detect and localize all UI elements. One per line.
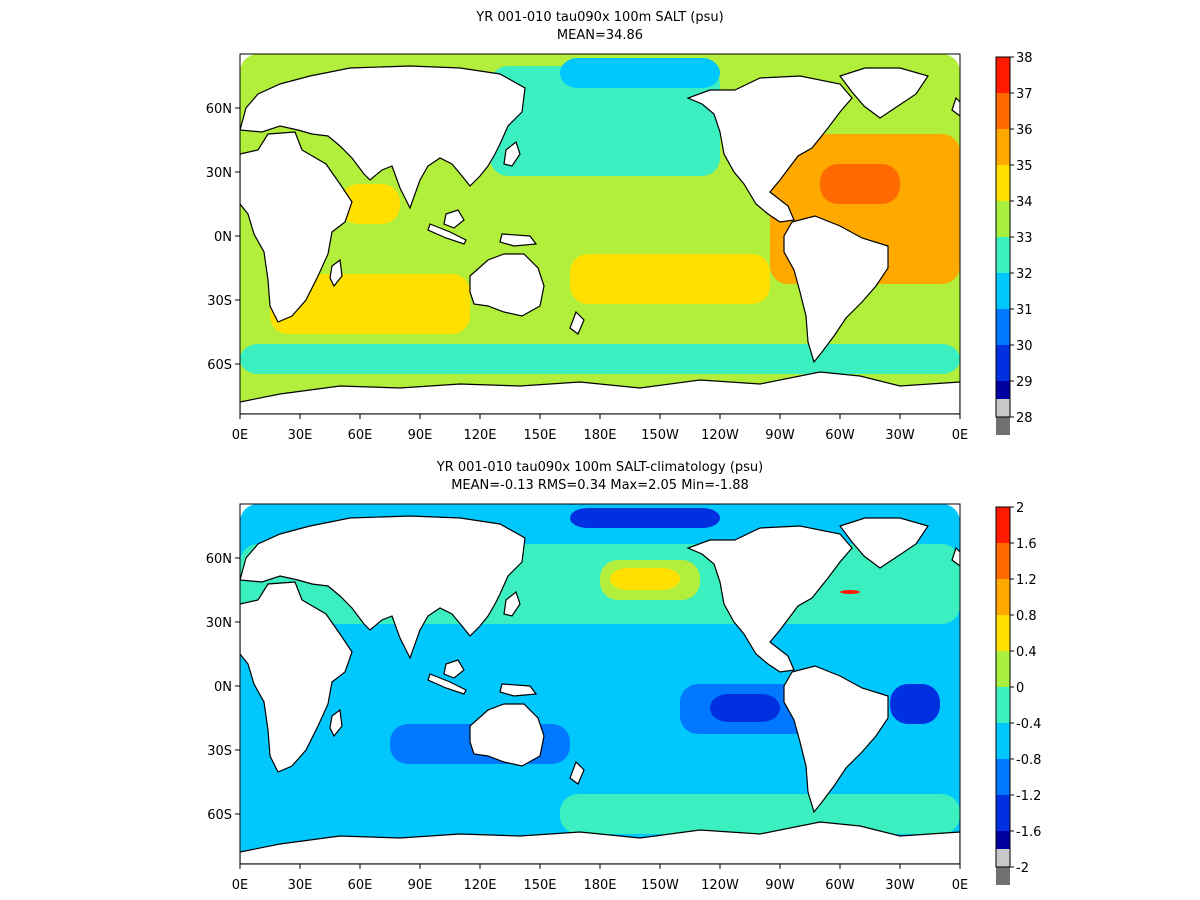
top-salinity-field xyxy=(240,54,960,414)
top-colorbar-label: 28 xyxy=(1016,411,1033,426)
top-y-tick-label: 60S xyxy=(207,358,232,373)
top-x-tick-label: 90W xyxy=(765,428,795,443)
top-colorbar-label: 34 xyxy=(1016,195,1033,210)
top-panel-title: YR 001-010 tau090x 100m SALT (psu) MEAN=… xyxy=(0,9,1200,45)
top-colorbar-label: 31 xyxy=(1016,303,1033,318)
top-y-tick-label: 60N xyxy=(206,102,232,117)
top-colorbar-label: 33 xyxy=(1016,231,1033,246)
bottom-colorbar-swatch xyxy=(996,615,1010,651)
top-colorbar-label: 37 xyxy=(1016,87,1033,102)
bottom-colorbar-label: -2 xyxy=(1016,861,1029,876)
bottom-x-tick-label: 0E xyxy=(232,878,249,893)
top-x-tick-label: 120W xyxy=(701,428,739,443)
bottom-x-tick-label: 60E xyxy=(348,878,373,893)
top-colorbar-label: 32 xyxy=(1016,267,1033,282)
top-colorbar: 38 37 36 35 34 33 32 31 30 29 28 xyxy=(995,51,1033,435)
bottom-colorbar-swatch xyxy=(996,759,1010,795)
bottom-y-tick-label: 30N xyxy=(206,616,232,631)
top-y-tick-label: 30S xyxy=(207,294,232,309)
bottom-x-tick-label: 90W xyxy=(765,878,795,893)
top-colorbar-swatch xyxy=(996,417,1010,435)
top-title-text: YR 001-010 tau090x 100m SALT (psu) xyxy=(476,10,724,25)
bottom-colorbar-label: 0.4 xyxy=(1016,645,1037,660)
bottom-colorbar-swatch xyxy=(996,543,1010,579)
bottom-x-tick-label: 90E xyxy=(408,878,433,893)
bottom-colorbar-swatch xyxy=(996,795,1010,831)
top-stats-text: MEAN=34.86 xyxy=(556,28,644,43)
top-y-tick-label: 30N xyxy=(206,166,232,181)
top-colorbar-swatch xyxy=(996,399,1010,417)
top-colorbar-label: 29 xyxy=(1016,375,1033,390)
bottom-x-tick-label: 150W xyxy=(641,878,679,893)
top-x-tick-label: 30E xyxy=(288,428,313,443)
top-x-tick-label: 150W xyxy=(641,428,679,443)
top-x-tick-label: 0E xyxy=(952,428,969,443)
top-x-tick-label: 60E xyxy=(348,428,373,443)
top-colorbar-swatch xyxy=(996,57,1010,93)
bottom-map-panel: 0E 30E 60E 90E 120E 150E 180E 150W 120W 90W 60W 30W… xyxy=(206,501,1042,893)
bottom-colorbar-label: -1.2 xyxy=(1016,789,1041,804)
bottom-title-text: YR 001-010 tau090x 100m SALT-climatology… xyxy=(436,460,764,475)
bottom-colorbar-swatch xyxy=(996,723,1010,759)
bottom-y-tick-label: 0N xyxy=(214,680,232,695)
top-map-panel: 0E 30E 60E 90E 120E 150E 180E 150W 120W 90W 60W 30W… xyxy=(206,51,1033,443)
bottom-colorbar-label: 0 xyxy=(1016,681,1024,696)
bottom-y-tick-label: 60N xyxy=(206,552,232,567)
top-colorbar-label: 38 xyxy=(1016,51,1033,66)
bottom-colorbar: 2 1.6 1.2 0.8 0.4 0 -0.4 -0.8 -1.2 -1.6 -2 xyxy=(995,501,1041,885)
top-x-tick-label: 150E xyxy=(523,428,556,443)
bottom-x-tick-label: 30W xyxy=(885,878,915,893)
top-x-tick-label: 60W xyxy=(825,428,855,443)
bottom-y-tick-label: 60S xyxy=(207,808,232,823)
bottom-x-tick-label: 150E xyxy=(523,878,556,893)
top-x-tick-label: 120E xyxy=(463,428,496,443)
bottom-colorbar-label: 0.8 xyxy=(1016,609,1037,624)
bottom-colorbar-swatch xyxy=(996,579,1010,615)
bottom-colorbar-label: 1.2 xyxy=(1016,573,1037,588)
bottom-x-tick-label: 180E xyxy=(583,878,616,893)
top-colorbar-label: 30 xyxy=(1016,339,1033,354)
top-colorbar-swatch xyxy=(996,309,1010,345)
top-colorbar-swatch xyxy=(996,165,1010,201)
bottom-colorbar-swatch xyxy=(996,849,1010,867)
top-colorbar-swatch xyxy=(996,237,1010,273)
bottom-colorbar-label: -0.8 xyxy=(1016,753,1041,768)
bottom-x-tick-label: 0E xyxy=(952,878,969,893)
bottom-x-tick-label: 30E xyxy=(288,878,313,893)
top-y-tick-label: 0N xyxy=(214,230,232,245)
bottom-x-tick-label: 120E xyxy=(463,878,496,893)
top-x-tick-label: 180E xyxy=(583,428,616,443)
bottom-x-tick-label: 60W xyxy=(825,878,855,893)
bottom-colorbar-label: 1.6 xyxy=(1016,537,1037,552)
bottom-colorbar-swatch xyxy=(996,687,1010,723)
top-x-tick-label: 0E xyxy=(232,428,249,443)
bottom-panel-title: YR 001-010 tau090x 100m SALT-climatology… xyxy=(0,459,1200,495)
top-x-tick-label: 90E xyxy=(408,428,433,443)
bottom-colorbar-swatch xyxy=(996,651,1010,687)
top-x-tick-label: 30W xyxy=(885,428,915,443)
bottom-x-tick-label: 120W xyxy=(701,878,739,893)
bottom-colorbar-swatch xyxy=(996,867,1010,885)
bottom-colorbar-label: 2 xyxy=(1016,501,1024,516)
bottom-colorbar-label: -0.4 xyxy=(1016,717,1041,732)
bottom-salinity-field xyxy=(240,504,960,864)
bottom-stats-text: MEAN=-0.13 RMS=0.34 Max=2.05 Min=-1.88 xyxy=(451,478,749,493)
bottom-colorbar-swatch xyxy=(996,507,1010,543)
top-colorbar-label: 35 xyxy=(1016,159,1033,174)
top-colorbar-swatch xyxy=(996,129,1010,165)
top-colorbar-swatch xyxy=(996,201,1010,237)
top-colorbar-label: 36 xyxy=(1016,123,1033,138)
top-colorbar-swatch xyxy=(996,345,1010,381)
bottom-y-tick-label: 30S xyxy=(207,744,232,759)
bottom-colorbar-label: -1.6 xyxy=(1016,825,1041,840)
top-colorbar-swatch xyxy=(996,273,1010,309)
top-colorbar-swatch xyxy=(996,93,1010,129)
